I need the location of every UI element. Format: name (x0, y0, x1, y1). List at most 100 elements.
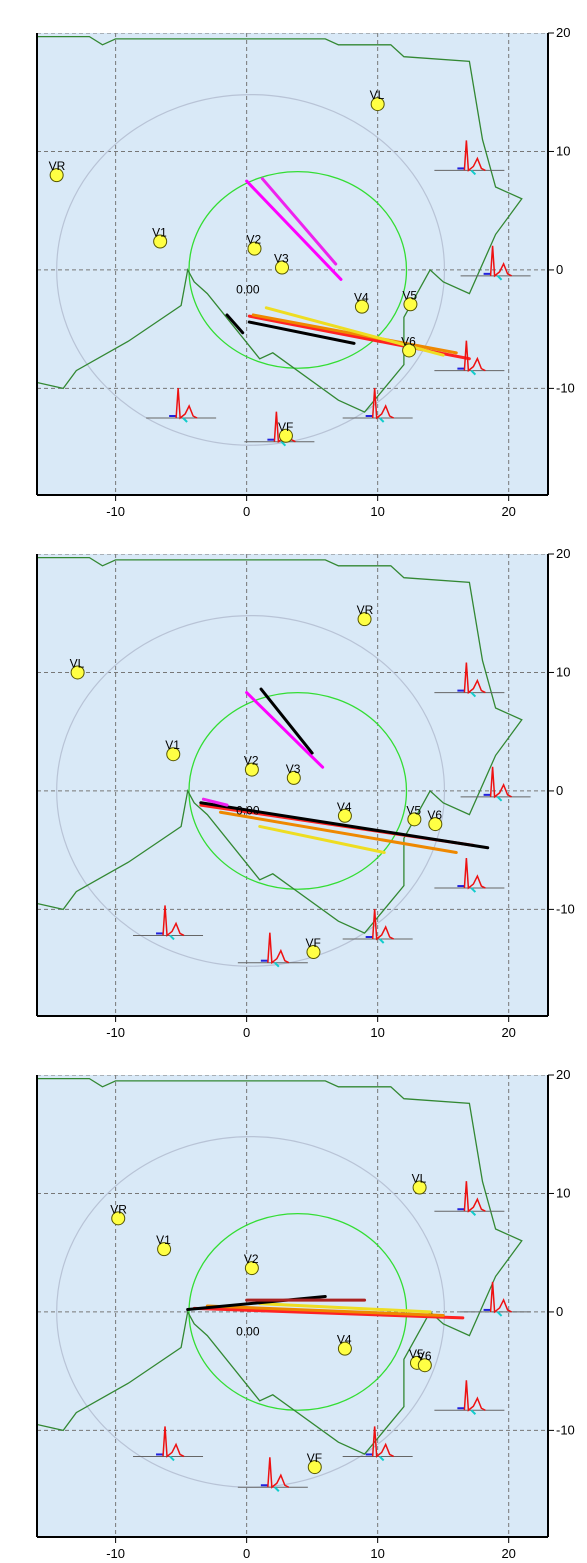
vector-line (245, 179, 343, 281)
electrode-label: VF (305, 936, 320, 950)
vectorcardiogram-chart-2: 0.00 VR VL V1 V2 V3 V4 V5 V6 VF -10 0 10 20 20 10 0 -10 (36, 546, 575, 1040)
x-tick-label: 0 (243, 504, 250, 519)
chart-panel-1: 0.00 VL VR V1 V2 V3 V4 V5 V6 VF -10 0 10 20 20 10 0 -10 (0, 0, 587, 521)
ecg-segment-cyan (470, 369, 477, 376)
x-tick-label: 0 (243, 1546, 250, 1561)
electrode-marker (403, 297, 418, 312)
electrode-marker (153, 234, 168, 249)
ecg-trace (342, 1426, 413, 1462)
ecg-segment-cyan (496, 1311, 503, 1317)
electrode-label: V6 (427, 808, 442, 822)
ecg-trace (342, 908, 413, 944)
electrode-marker (402, 343, 417, 358)
x-tick-label: 10 (370, 504, 384, 519)
ecg-segment-red (267, 1457, 290, 1489)
x-tick-label: 0 (243, 1025, 250, 1040)
electrode-label: V1 (152, 225, 167, 239)
ecg-segment-red (371, 908, 395, 941)
electrode-marker (157, 1242, 172, 1257)
ecg-trace (434, 140, 505, 176)
ecg-segment-red (489, 766, 512, 799)
electrode-marker (337, 1341, 352, 1356)
ecg-trace (434, 1380, 505, 1415)
electrode-label: VR (110, 1202, 127, 1216)
ecg-segment-cyan (470, 1210, 477, 1216)
plot-area: 0.00 VR VL V1 V2 V3 V4 V5 V6 VF (37, 554, 548, 1016)
x-tick-label: -10 (106, 1025, 125, 1040)
ecg-trace (460, 245, 531, 281)
electrode-label: V5 (409, 1347, 424, 1361)
ecg-trace (434, 858, 505, 893)
electrode-label: V5 (406, 803, 421, 817)
x-tick-label: -10 (106, 504, 125, 519)
ecg-segment-cyan (470, 169, 477, 176)
plot-background (37, 554, 548, 1016)
ecg-segment-cyan (470, 1409, 477, 1415)
plot-area: 0.00 VL VR V1 V2 V3 V4 V5 V6 VF (37, 33, 548, 495)
y-tick-label: 0 (556, 262, 563, 277)
electrode-marker (354, 299, 369, 314)
electrode-label: V2 (247, 233, 262, 247)
x-tick-label: 20 (501, 1546, 515, 1561)
inner-circle (188, 170, 408, 369)
y-tick-label: -10 (556, 380, 575, 395)
electrode-label: VR (49, 159, 66, 173)
ecg-segment-red (463, 1181, 486, 1213)
electrode-marker (244, 1261, 259, 1276)
electrode-marker (244, 762, 259, 777)
x-tick-label: 10 (370, 1546, 384, 1561)
vector-line (260, 177, 338, 266)
ecg-segment-red (463, 858, 486, 890)
vectorcardiogram-chart-1: 0.00 VL VR V1 V2 V3 V4 V5 V6 VF -10 0 10 20 20 10 0 -10 (36, 25, 575, 519)
electrode-label: V4 (337, 800, 352, 814)
ecg-trace (460, 1281, 531, 1317)
electrode-label: VF (307, 1451, 322, 1465)
y-tick-label: -10 (556, 901, 575, 916)
electrode-marker (111, 1211, 126, 1226)
y-tick-label: 0 (556, 783, 563, 798)
electrode-label: V2 (244, 754, 259, 768)
electrode-label: V4 (337, 1333, 352, 1347)
electrode-marker (412, 1180, 427, 1195)
electrode-marker (275, 260, 290, 275)
ecg-segment-cyan (274, 1486, 280, 1492)
electrode-label: V1 (165, 738, 180, 752)
electrode-marker (70, 665, 85, 680)
vector-line (245, 691, 325, 769)
ecg-segment-red (489, 245, 512, 278)
vector-line (205, 1304, 445, 1317)
x-tick-label: 10 (370, 1025, 384, 1040)
electrode-label: V3 (274, 252, 289, 266)
vector-line (247, 320, 356, 345)
x-tick-label: -10 (106, 1546, 125, 1561)
ecg-segment-red (267, 932, 290, 965)
ecg-segment-red (371, 1426, 395, 1458)
ecg-segment-cyan (470, 691, 477, 698)
electrode-marker (247, 241, 262, 256)
electrode-label: VR (357, 603, 374, 617)
origin-annotation: 0.00 (236, 804, 260, 818)
ecg-trace (133, 905, 204, 941)
vector-line (259, 687, 314, 755)
y-tick-label: -10 (556, 1422, 575, 1437)
electrode-label: V6 (401, 334, 416, 348)
ecg-segment-cyan (169, 934, 175, 941)
ecg-trace (237, 1457, 308, 1492)
y-tick-label: 20 (556, 1067, 570, 1082)
vector-line (258, 824, 386, 855)
x-tick-label: 20 (501, 1025, 515, 1040)
chart-panel-3: 0.00 VL VR V1 V2 V4 V5 V6 VF -10 0 10 20 20 10 0 -10 (0, 1042, 587, 1563)
ecg-segment-red (371, 387, 395, 420)
electrode-label: V6 (417, 1349, 432, 1363)
ecg-segment-red (489, 1281, 512, 1314)
body-outline (37, 556, 523, 934)
ecg-trace (133, 1426, 204, 1462)
ecg-segment-red (175, 387, 198, 420)
electrode-marker (166, 747, 181, 762)
ecg-segment-red (162, 1426, 185, 1458)
ecg-segment-red (463, 662, 486, 695)
electrode-marker (307, 1460, 322, 1475)
y-tick-label: 20 (556, 546, 570, 561)
ecg-segment-cyan (470, 887, 477, 893)
